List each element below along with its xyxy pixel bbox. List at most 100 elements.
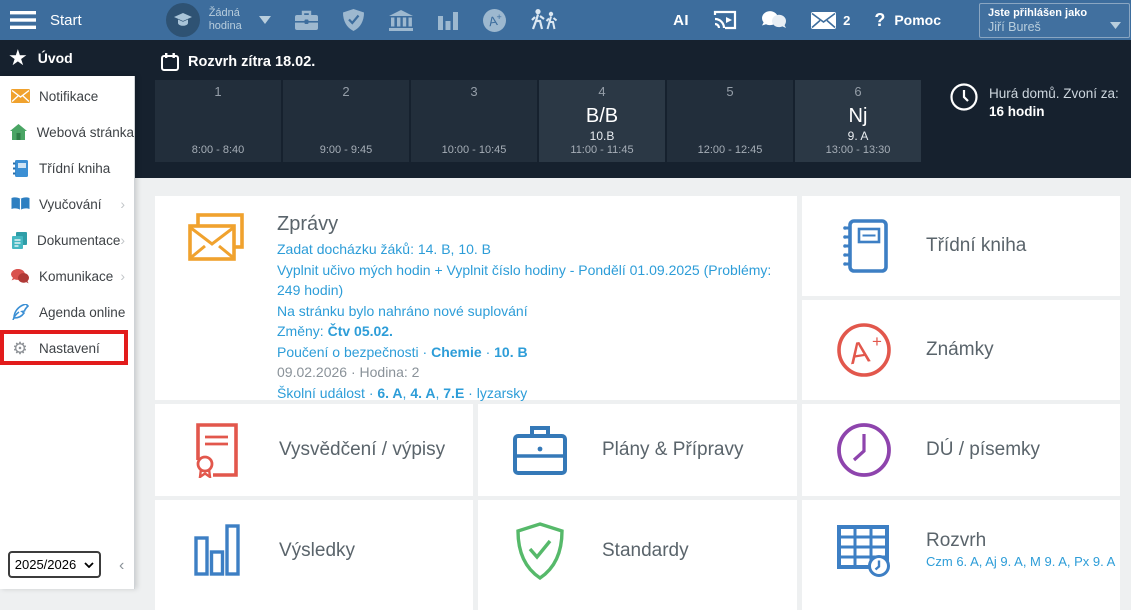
lesson-status[interactable]: Žádná hodina bbox=[208, 7, 242, 32]
svg-text:A: A bbox=[847, 335, 872, 371]
link-vyplnit-ucivo[interactable]: Vyplnit učivo mých hodin + Vyplnit číslo… bbox=[277, 261, 772, 299]
bar-chart-icon[interactable] bbox=[437, 10, 458, 30]
sidebar-item-komunikace[interactable]: Komunikace › bbox=[0, 258, 134, 294]
house-icon bbox=[10, 124, 28, 140]
sidebar-item-label: Třídní kniha bbox=[39, 160, 111, 176]
cell-time: 8:00 - 8:40 bbox=[191, 144, 245, 156]
start-menu-label[interactable]: Start bbox=[50, 11, 82, 29]
sidebar-item-nastaveni[interactable]: ⚙ Nastavení bbox=[0, 330, 134, 366]
notebook-icon bbox=[12, 159, 28, 177]
shield-check-icon[interactable] bbox=[342, 9, 364, 31]
tile-label: Známky bbox=[926, 339, 994, 360]
mail-icon[interactable] bbox=[811, 11, 837, 29]
pouceni-class: 10. B bbox=[494, 343, 528, 360]
clock-icon bbox=[950, 83, 978, 111]
link-pouceni[interactable]: Poučení o bezpečnosti · Chemie · 10. B bbox=[277, 342, 779, 363]
sidebar-item-webova-stranka[interactable]: Webová stránka bbox=[0, 114, 134, 150]
udalost-class-2: 4. A bbox=[410, 384, 436, 401]
countdown-value: 16 hodin bbox=[989, 104, 1045, 119]
rozvrh-tile[interactable]: Rozvrh Czm 6. A, Aj 9. A, M 9. A, Px 9. … bbox=[802, 500, 1120, 610]
people-walking-icon[interactable] bbox=[530, 8, 558, 32]
sidebar-item-label: Komunikace bbox=[39, 268, 114, 284]
sidebar-item-tridni-kniha[interactable]: Třídní kniha bbox=[0, 150, 134, 186]
link-zadat-dochazku[interactable]: Zadat docházku žáků: 14. B, 10. B bbox=[277, 241, 492, 257]
ai-button[interactable]: AI bbox=[673, 11, 690, 29]
bell-countdown: Hurá domů. Zvoní za: 16 hodin bbox=[950, 83, 1119, 162]
sidebar-collapse-button[interactable]: ‹ bbox=[119, 557, 125, 574]
schedule-cell-4[interactable]: 4 B/B 10.B 11:00 - 11:45 bbox=[539, 80, 665, 162]
sidebar-item-agenda-online[interactable]: Agenda online bbox=[0, 294, 134, 330]
main-content: Zprávy Zadat docházku žáků: 14. B, 10. B… bbox=[135, 178, 1131, 610]
suplovani-text: Na stránku bylo nahráno nové suplování bbox=[277, 302, 528, 319]
schedule-cell-5[interactable]: 5 12:00 - 12:45 bbox=[667, 80, 793, 162]
bank-icon[interactable] bbox=[388, 9, 413, 31]
cell-number: 1 bbox=[214, 84, 222, 99]
cell-subject: B/B bbox=[585, 105, 619, 127]
cell-time: 12:00 - 12:45 bbox=[697, 144, 763, 156]
tile-label: Výsledky bbox=[279, 540, 356, 561]
user-name: Jiří Bureš bbox=[988, 19, 1041, 34]
znamky-tile[interactable]: A + Známky bbox=[802, 300, 1120, 400]
chevron-down-icon[interactable] bbox=[258, 16, 271, 24]
cell-group: 10.B bbox=[589, 129, 615, 143]
link-skolni-udalost[interactable]: Školní událost · 6. A, 4. A, 7.E · lyzar… bbox=[277, 383, 779, 404]
tile-label: Standardy bbox=[602, 540, 689, 561]
calendar-icon bbox=[161, 53, 179, 71]
pouceni-subject: Chemie bbox=[431, 343, 482, 360]
cell-time: 13:00 - 13:30 bbox=[825, 144, 891, 156]
grade-a-plus-icon: A + bbox=[837, 323, 891, 377]
cell-number: 2 bbox=[342, 84, 350, 99]
svg-text:A: A bbox=[487, 12, 498, 28]
sidebar-item-label: Agenda online bbox=[39, 304, 126, 320]
school-year-value: 2025/2026 bbox=[14, 557, 77, 572]
sidebar-item-dokumentace[interactable]: Dokumentace › bbox=[0, 222, 134, 258]
schedule-cell-2[interactable]: 2 9:00 - 9:45 bbox=[283, 80, 409, 162]
sidebar-item-notifikace[interactable]: Notifikace bbox=[0, 78, 134, 114]
help-button[interactable]: ? Pomoc bbox=[874, 10, 941, 31]
rozvrh-classes-link[interactable]: Czm 6. A, Aj 9. A, M 9. A, Px 9. A bbox=[926, 554, 1116, 569]
chat-bubbles-icon[interactable] bbox=[761, 10, 787, 31]
udalost-class-1: 6. A bbox=[377, 384, 403, 401]
cell-number: 6 bbox=[854, 84, 862, 99]
standardy-tile[interactable]: Standardy bbox=[478, 500, 797, 610]
briefcase-icon bbox=[513, 426, 567, 475]
tridni-kniha-tile[interactable]: Třídní kniha bbox=[802, 196, 1120, 296]
link-suplovani[interactable]: Na stránku bylo nahráno nové suplování Z… bbox=[277, 301, 779, 342]
schedule-cell-3[interactable]: 3 10:00 - 10:45 bbox=[411, 80, 537, 162]
chevron-down-icon bbox=[1110, 21, 1121, 29]
shield-check-icon bbox=[516, 522, 564, 580]
user-dropdown-label: Jste přihlášen jako bbox=[988, 6, 1088, 19]
cell-group: 9. A bbox=[847, 129, 869, 143]
chevron-down-icon bbox=[84, 561, 94, 568]
sidebar-item-label: Nastavení bbox=[39, 340, 100, 356]
school-year-select[interactable]: 2025/2026 bbox=[8, 551, 101, 578]
sidebar-item-uvod[interactable]: ★ Úvod bbox=[0, 40, 150, 76]
du-pisemky-tile[interactable]: DÚ / písemky bbox=[802, 404, 1120, 496]
grade-circle-icon[interactable]: A + bbox=[482, 8, 506, 32]
sidebar-item-vyucovani[interactable]: Vyučování › bbox=[0, 186, 134, 222]
schedule-cell-6[interactable]: 6 Nj 9. A 13:00 - 13:30 bbox=[795, 80, 921, 162]
mail-count-badge: 2 bbox=[843, 12, 851, 28]
plany-tile[interactable]: Plány & Přípravy bbox=[478, 404, 797, 496]
user-dropdown[interactable]: Jste přihlášen jako Jiří Bureš bbox=[979, 2, 1130, 38]
zmeny-date: Čtv 05.02. bbox=[327, 323, 393, 339]
cell-time: 9:00 - 9:45 bbox=[319, 144, 373, 156]
star-icon: ★ bbox=[8, 45, 28, 70]
vysvedceni-tile[interactable]: Vysvědčení / výpisy bbox=[155, 404, 473, 496]
cell-number: 4 bbox=[598, 84, 606, 99]
menu-icon[interactable] bbox=[10, 10, 36, 30]
cast-icon[interactable] bbox=[713, 10, 737, 30]
zmeny-prefix: Změny: bbox=[277, 323, 328, 339]
tile-label: Rozvrh bbox=[926, 530, 987, 551]
tomorrow-schedule: Rozvrh zítra 18.02. 1 8:00 - 8:40 2 9:00… bbox=[150, 40, 1131, 178]
vysledky-tile[interactable]: Výsledky bbox=[155, 500, 473, 610]
separator: , bbox=[402, 384, 411, 401]
current-lesson-avatar[interactable] bbox=[165, 3, 200, 37]
chevron-right-icon: › bbox=[120, 268, 125, 284]
schedule-cell-1[interactable]: 1 8:00 - 8:40 bbox=[155, 80, 281, 162]
top-bar: Start Žádná hodina A bbox=[0, 0, 1131, 40]
messages-envelopes-icon bbox=[188, 213, 244, 261]
sidebar-item-label: Dokumentace bbox=[37, 232, 121, 248]
briefcase-icon[interactable] bbox=[294, 10, 318, 31]
zpravy-card: Zprávy Zadat docházku žáků: 14. B, 10. B… bbox=[155, 196, 797, 401]
